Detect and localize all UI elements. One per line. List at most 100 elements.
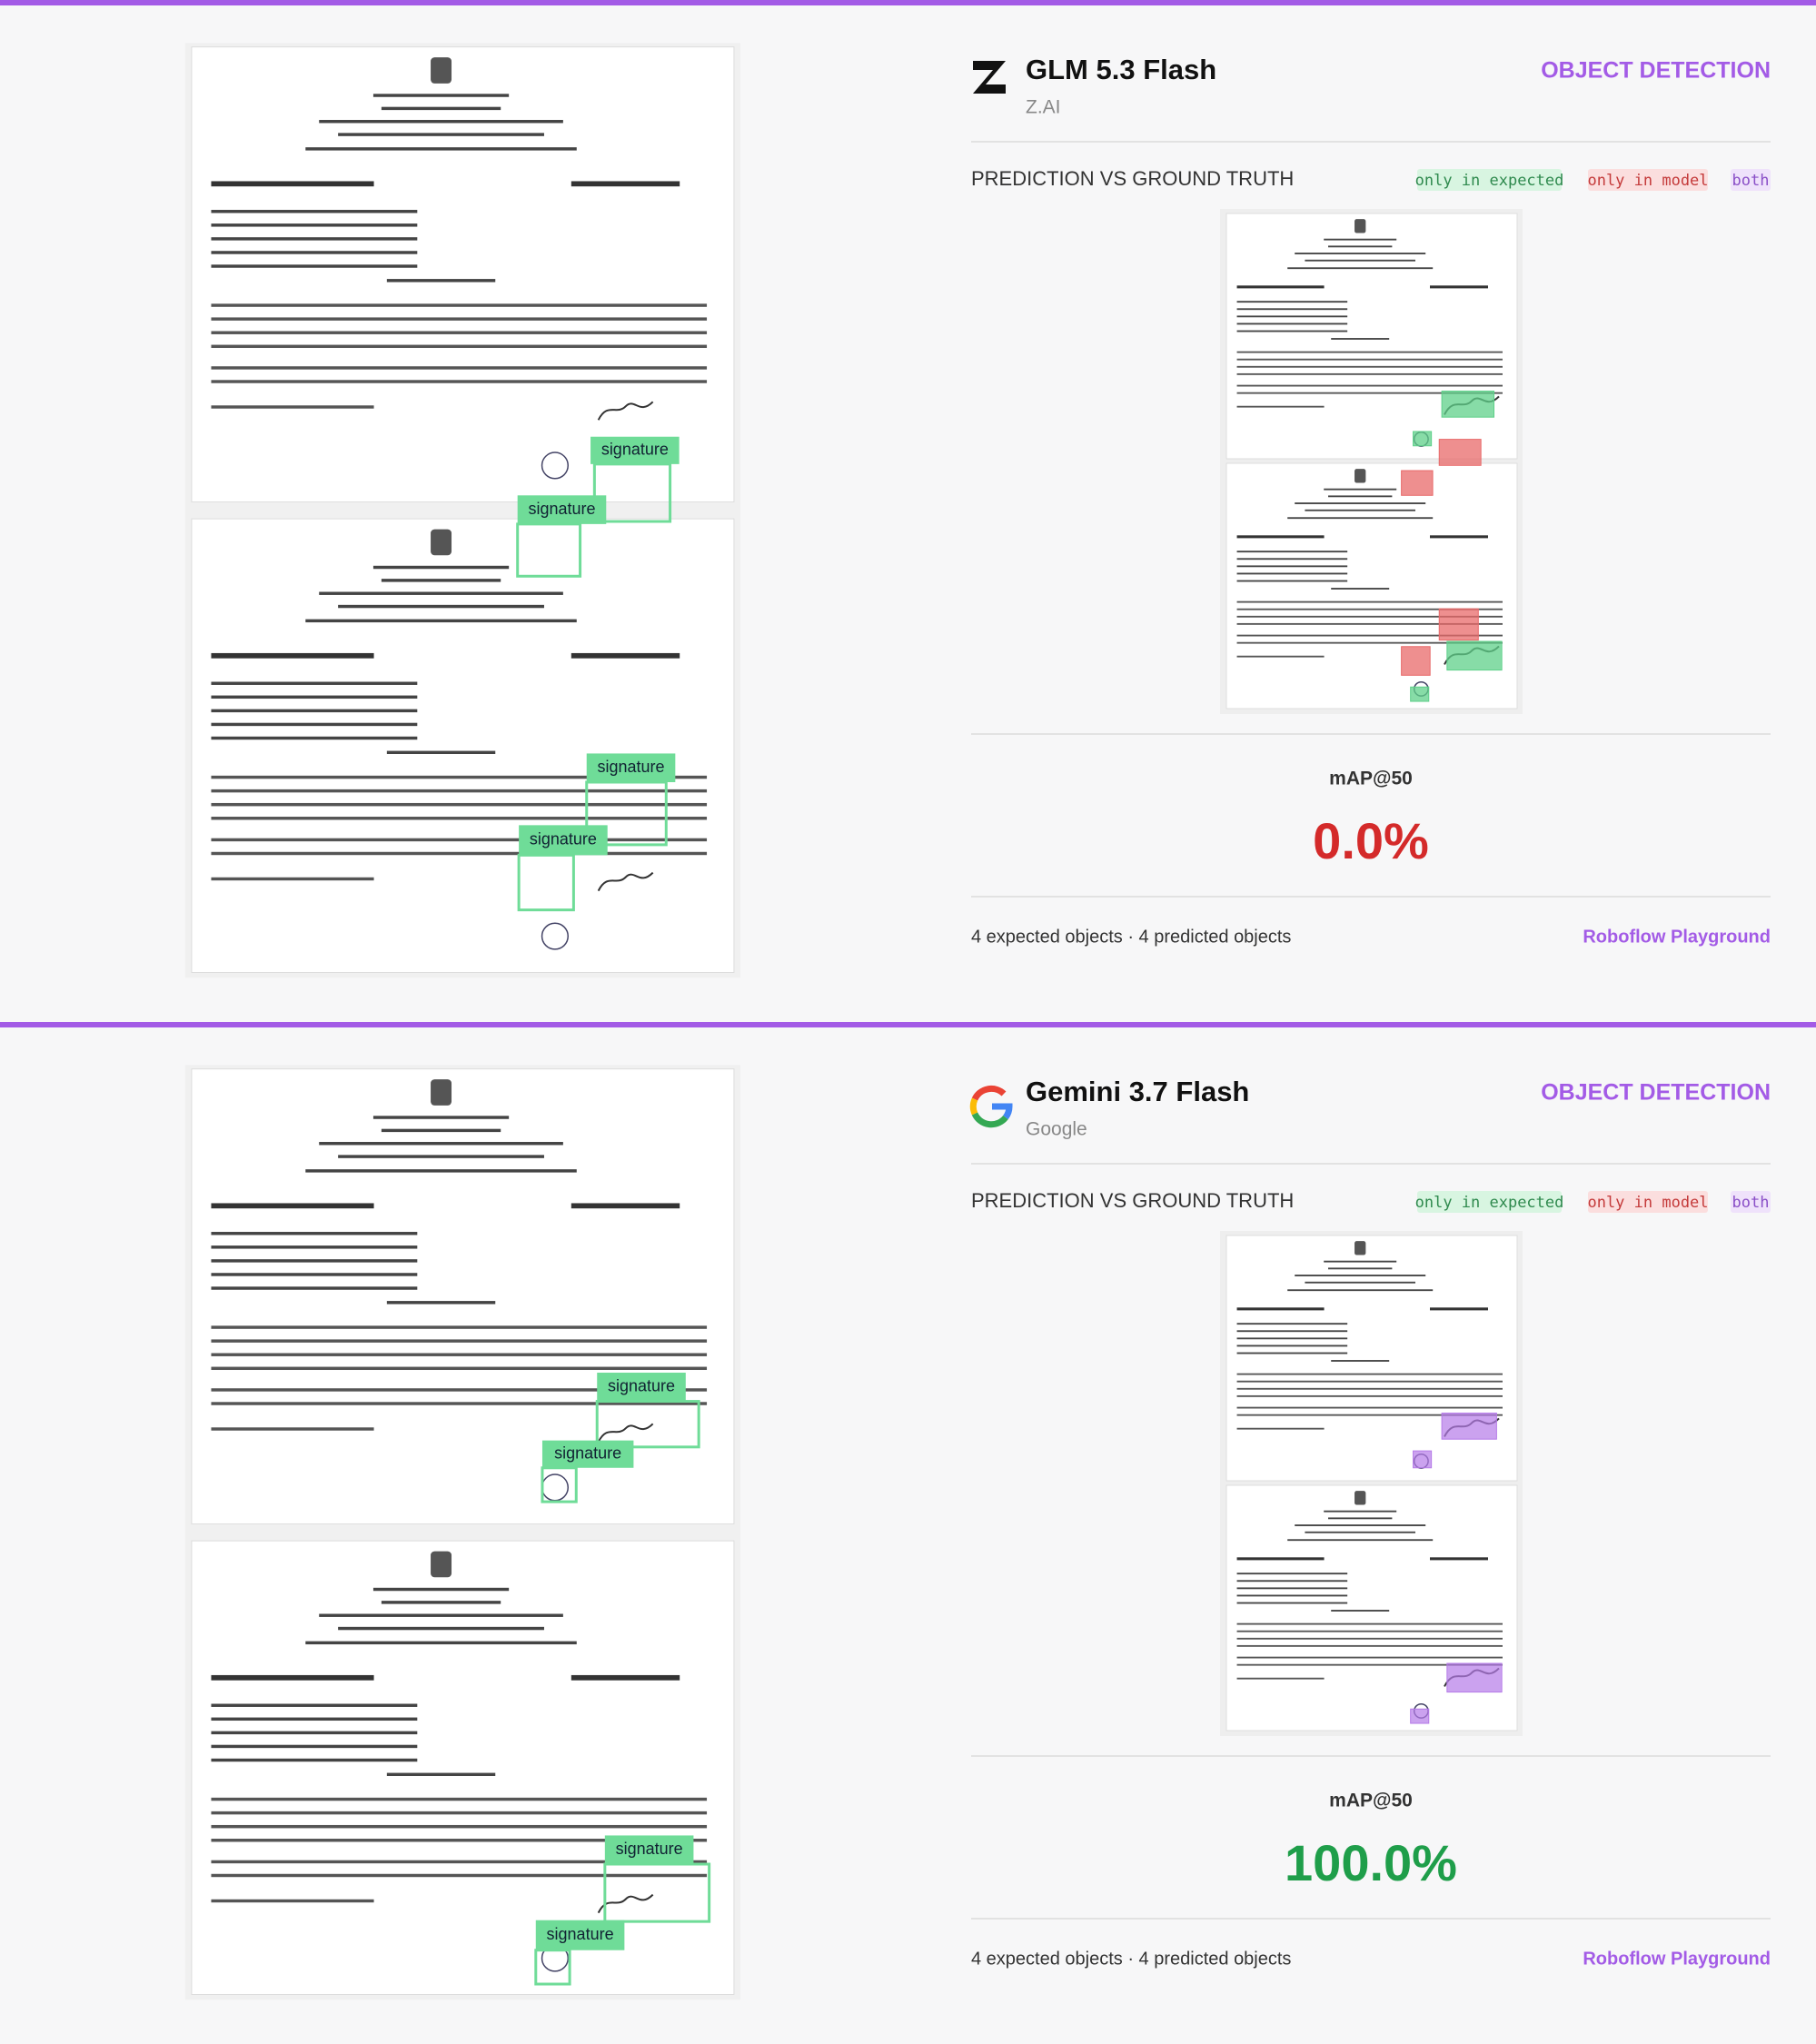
thumbnail-box bbox=[1401, 646, 1431, 676]
text-line bbox=[211, 1259, 418, 1263]
text-line bbox=[338, 1155, 544, 1158]
text-line bbox=[1236, 285, 1325, 289]
thumbnail-box bbox=[1446, 640, 1503, 671]
text-line bbox=[211, 838, 708, 842]
text-line bbox=[381, 1128, 501, 1133]
text-line bbox=[1236, 1580, 1348, 1583]
text-line bbox=[1236, 1644, 1503, 1647]
document-page bbox=[1226, 213, 1518, 460]
text-line bbox=[211, 210, 418, 213]
document-page bbox=[1226, 1235, 1518, 1482]
text-line bbox=[338, 604, 544, 609]
text-line bbox=[1236, 1663, 1503, 1666]
thumbnail-box bbox=[1438, 439, 1482, 466]
text-line bbox=[1236, 308, 1348, 311]
playground-link[interactable]: Roboflow Playground bbox=[1583, 1949, 1771, 1969]
text-line bbox=[319, 591, 563, 595]
text-line bbox=[1295, 502, 1426, 504]
stamp bbox=[541, 922, 570, 950]
text-line bbox=[1236, 1622, 1503, 1625]
text-line bbox=[305, 147, 577, 151]
text-line bbox=[1236, 1337, 1348, 1340]
text-line bbox=[1324, 1260, 1397, 1263]
text-line bbox=[1236, 1387, 1503, 1390]
text-line bbox=[211, 1797, 708, 1801]
thumbnail-box bbox=[1401, 470, 1434, 496]
text-line bbox=[1236, 384, 1503, 387]
text-line bbox=[1430, 535, 1488, 539]
emblem bbox=[1355, 219, 1366, 233]
thumbnail-box bbox=[1410, 1708, 1430, 1724]
detection-label: signature bbox=[554, 1444, 621, 1462]
text-line bbox=[211, 1402, 708, 1405]
text-line bbox=[1236, 1414, 1503, 1416]
detection-label: signature bbox=[530, 830, 597, 848]
detection-label: signature bbox=[608, 1377, 675, 1395]
text-line bbox=[1236, 551, 1348, 553]
text-line bbox=[1295, 1275, 1426, 1276]
legend-label: both bbox=[1732, 172, 1770, 190]
text-line bbox=[1236, 1323, 1348, 1325]
result-card: signature signature signature signature Gemi… bbox=[0, 1022, 1816, 2000]
text-line bbox=[1236, 1394, 1503, 1397]
text-line bbox=[571, 181, 680, 187]
text-line bbox=[571, 1203, 680, 1209]
metric-label: mAP@50 bbox=[1329, 1791, 1413, 1811]
provider-logo bbox=[971, 1085, 1007, 1101]
text-line bbox=[211, 344, 708, 349]
text-line bbox=[1328, 1267, 1393, 1270]
text-line bbox=[1236, 1573, 1348, 1575]
text-line bbox=[1236, 1406, 1503, 1409]
text-line bbox=[211, 1427, 374, 1431]
text-line bbox=[1236, 615, 1503, 618]
text-line bbox=[1236, 634, 1503, 637]
detection-label: signature bbox=[598, 758, 665, 776]
provider-logo bbox=[969, 1097, 978, 1116]
text-line bbox=[1236, 301, 1348, 303]
thumbnail-box bbox=[1410, 686, 1430, 702]
text-line bbox=[1236, 351, 1503, 353]
emblem bbox=[431, 529, 452, 556]
text-line bbox=[338, 133, 544, 136]
text-line bbox=[211, 802, 708, 807]
text-line bbox=[1236, 392, 1503, 394]
legend-chip bbox=[1731, 169, 1771, 191]
text-line bbox=[305, 1169, 577, 1173]
text-line bbox=[1236, 1344, 1348, 1347]
text-line bbox=[372, 565, 510, 570]
text-line bbox=[1236, 1637, 1503, 1640]
text-line bbox=[211, 1366, 708, 1371]
text-line bbox=[211, 1873, 708, 1878]
text-line bbox=[1295, 1524, 1426, 1526]
text-line bbox=[211, 303, 708, 307]
document-page bbox=[1226, 462, 1518, 709]
detection-label: signature bbox=[616, 1840, 683, 1858]
detection-label-bg bbox=[517, 495, 607, 524]
text-line bbox=[211, 1811, 708, 1815]
detection-label-bg bbox=[597, 1373, 686, 1402]
text-line bbox=[386, 279, 496, 283]
text-line bbox=[211, 251, 418, 254]
legend-chip bbox=[1588, 1191, 1708, 1213]
emblem bbox=[1355, 1491, 1366, 1505]
thumbnail-box bbox=[1441, 1413, 1497, 1440]
provider-logo bbox=[973, 61, 1006, 94]
document-page bbox=[191, 46, 735, 502]
text-line bbox=[211, 1339, 708, 1343]
model-provider: Google bbox=[1026, 1119, 1087, 1140]
detection-label: signature bbox=[547, 1925, 614, 1943]
provider-logo bbox=[992, 1103, 1013, 1120]
detection-label-bg bbox=[519, 825, 608, 856]
text-line bbox=[319, 1142, 563, 1146]
text-line bbox=[1331, 588, 1390, 590]
object-counts: 4 expected objects · 4 predicted objects bbox=[971, 927, 1291, 947]
text-line bbox=[1236, 1352, 1348, 1354]
playground-link[interactable]: Roboflow Playground bbox=[1583, 927, 1771, 947]
text-line bbox=[1236, 1656, 1503, 1659]
detection-label-bg bbox=[604, 1835, 694, 1865]
text-line bbox=[1305, 509, 1415, 511]
emblem bbox=[1355, 469, 1366, 483]
text-line bbox=[211, 722, 418, 727]
text-line bbox=[1236, 600, 1503, 603]
card-divider bbox=[0, 1022, 1816, 1027]
